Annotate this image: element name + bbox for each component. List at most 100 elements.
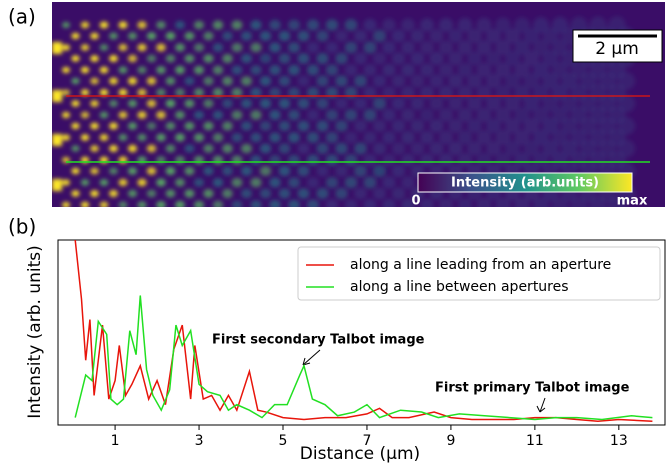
- x-tick-label: 13: [610, 433, 628, 449]
- pattern-spot: [335, 165, 348, 177]
- pattern-spot: [392, 210, 406, 223]
- pattern-spot: [259, 75, 272, 87]
- pattern-spot: [146, 99, 157, 108]
- pattern-spot: [193, 20, 205, 30]
- pattern-spot: [80, 201, 90, 207]
- pattern-spot: [306, 199, 320, 207]
- pattern-spot: [175, 110, 185, 120]
- pattern-spot: [156, 156, 166, 164]
- pattern-spot: [71, 100, 80, 107]
- pattern-spot: [363, 153, 377, 167]
- pattern-spot: [231, 155, 243, 165]
- pattern-spot: [485, 28, 502, 44]
- x-tick-label: 7: [362, 433, 371, 449]
- pattern-spot: [240, 76, 253, 86]
- pattern-spot: [288, 177, 300, 188]
- pattern-spot: [259, 165, 272, 177]
- pattern-spot: [184, 54, 195, 63]
- pattern-spot: [222, 76, 233, 86]
- legend: [297, 246, 661, 301]
- pattern-spot: [411, 209, 425, 222]
- pattern-spot: [485, 118, 502, 134]
- pattern-spot: [580, 72, 597, 90]
- colorbar-max: max: [617, 194, 648, 209]
- pattern-spot: [419, 130, 435, 145]
- pattern-spot: [344, 86, 358, 99]
- pattern-spot: [523, 28, 540, 44]
- pattern-spot: [514, 62, 530, 78]
- pattern-spot: [363, 63, 377, 77]
- pattern-spot: [410, 96, 425, 111]
- pattern-spot: [448, 28, 463, 44]
- pattern-spot: [127, 32, 138, 40]
- pattern-spot: [372, 142, 387, 155]
- pattern-spot: [457, 197, 473, 207]
- pattern-spot: [90, 122, 99, 130]
- pattern-spot: [382, 131, 396, 144]
- pattern-spot: [259, 98, 272, 109]
- pattern-spot: [222, 98, 233, 109]
- pattern-spot: [175, 20, 185, 30]
- pattern-spot: [279, 211, 291, 222]
- pattern-spot: [325, 154, 339, 166]
- pattern-spot: [306, 109, 320, 121]
- pattern-spot: [62, 44, 70, 51]
- pattern-spot: [231, 42, 243, 53]
- pattern-spot: [344, 154, 358, 166]
- pattern-spot: [382, 18, 396, 32]
- y-axis-label: Intensity (arb. units): [25, 245, 45, 418]
- pattern-spot: [71, 213, 79, 219]
- plot-area: [74, 240, 653, 423]
- pattern-spot: [542, 208, 558, 224]
- pattern-spot: [203, 166, 214, 176]
- pattern-spot: [127, 189, 138, 198]
- pattern-spot: [99, 111, 109, 119]
- pattern-spot: [118, 21, 128, 29]
- pattern-spot: [542, 95, 559, 112]
- pattern-spot: [212, 200, 224, 207]
- pattern-spot: [109, 77, 118, 85]
- pattern-spot: [467, 118, 482, 134]
- pattern-spot: [354, 210, 367, 222]
- pattern-spot: [363, 131, 377, 144]
- pattern-spot: [344, 131, 358, 144]
- pattern-spot: [165, 31, 176, 41]
- pattern-spot: [306, 154, 320, 166]
- pattern-spot: [193, 133, 205, 142]
- pattern-spot: [570, 151, 588, 169]
- pattern-spot: [231, 87, 243, 98]
- annotation: First primary Talbot image: [435, 381, 630, 396]
- pattern-spot: [533, 129, 549, 146]
- pattern-spot: [448, 73, 463, 89]
- pattern-spot: [467, 28, 482, 44]
- pattern-spot: [448, 51, 463, 66]
- pattern-spot: [467, 51, 482, 66]
- panel-label: (b): [8, 215, 36, 239]
- pattern-spot: [99, 66, 109, 74]
- pattern-spot: [231, 200, 243, 207]
- pattern-spot: [335, 210, 348, 222]
- pattern-spot: [156, 88, 166, 97]
- pattern-spot: [354, 29, 367, 43]
- pattern-spot: [316, 187, 329, 200]
- pattern-spot: [269, 109, 281, 121]
- pattern-spot: [617, 117, 636, 135]
- pattern-spot: [514, 197, 530, 207]
- pattern-spot: [457, 17, 473, 33]
- pattern-spot: [288, 109, 300, 121]
- pattern-spot: [80, 44, 90, 51]
- pattern-spot: [71, 55, 80, 62]
- pattern-spot: [485, 51, 502, 66]
- pattern-spot: [524, 208, 540, 224]
- pattern-spot: [165, 76, 176, 86]
- pattern-spot: [391, 187, 406, 200]
- pattern-spot: [193, 200, 205, 207]
- pattern-spot: [240, 121, 253, 131]
- x-axis-label: Distance (μm): [300, 444, 420, 464]
- pattern-spot: [410, 141, 425, 156]
- annotation-arrow: [539, 397, 546, 413]
- pattern-spot: [551, 39, 569, 56]
- pattern-spot: [165, 54, 176, 63]
- pattern-spot: [137, 201, 147, 207]
- pattern-spot: [363, 18, 377, 32]
